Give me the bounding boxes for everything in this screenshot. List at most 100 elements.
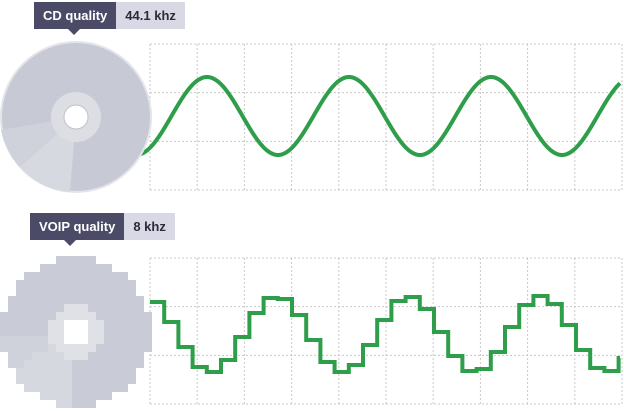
disc-pixel [32, 288, 40, 296]
disc-pixel [48, 296, 56, 304]
disc-pixel [56, 368, 64, 376]
disc-pixel [64, 360, 72, 368]
disc-pixel [104, 272, 112, 280]
disc-pixel [72, 344, 80, 352]
disc-pixel [120, 296, 128, 304]
disc-pixel [112, 320, 120, 328]
disc-pixel [32, 280, 40, 288]
disc-pixel [120, 304, 128, 312]
disc-pixel [80, 376, 88, 384]
disc-pixel [144, 328, 152, 336]
disc-pixel [48, 392, 56, 400]
disc-pixel [80, 312, 88, 320]
disc-pixel [32, 352, 40, 360]
disc-pixel [48, 352, 56, 360]
cd-quality-badge: CD quality 44.1 khz [34, 2, 185, 35]
disc-pixel [96, 288, 104, 296]
disc-pixel [136, 328, 144, 336]
disc-pixel [24, 312, 32, 320]
pixelated-disc-icon [0, 256, 152, 408]
disc-pixel [88, 272, 96, 280]
disc-pixel [56, 344, 64, 352]
disc-pixel [136, 312, 144, 320]
disc-pixel [104, 352, 112, 360]
disc-pixel [128, 304, 136, 312]
disc-pixel [40, 368, 48, 376]
disc-pixel [88, 296, 96, 304]
disc-pixel [80, 328, 88, 336]
disc-pixel [64, 376, 72, 384]
disc-pixel [80, 336, 88, 344]
disc-pixel [128, 280, 136, 288]
disc-pixel [104, 288, 112, 296]
disc-pixel [40, 352, 48, 360]
disc-pixel [64, 320, 72, 328]
disc-pixel [128, 328, 136, 336]
disc-pixel [64, 288, 72, 296]
disc-pixel [8, 336, 16, 344]
disc-pixel [32, 384, 40, 392]
disc-pixel [48, 328, 56, 336]
disc-pixel [88, 368, 96, 376]
disc-pixel [40, 272, 48, 280]
disc-pixel [112, 280, 120, 288]
disc-pixel [64, 352, 72, 360]
disc-pixel [120, 360, 128, 368]
disc-pixel [8, 296, 16, 304]
disc-pixel [96, 264, 104, 272]
disc-pixel [72, 384, 80, 392]
disc-pixel [32, 336, 40, 344]
disc-pixel [112, 384, 120, 392]
disc-pixel [48, 312, 56, 320]
disc-pixel [104, 376, 112, 384]
disc-pixel [64, 392, 72, 400]
disc-pixel [72, 264, 80, 272]
disc-pixel [112, 352, 120, 360]
disc-pixel [16, 280, 24, 288]
disc-pixel [88, 280, 96, 288]
disc-pixel [80, 280, 88, 288]
disc-pixel [88, 264, 96, 272]
disc-pixel [40, 288, 48, 296]
disc-pixel [104, 336, 112, 344]
disc-pixel [64, 400, 72, 408]
disc-pixel [64, 368, 72, 376]
disc-pixel [88, 352, 96, 360]
disc-pixel [104, 392, 112, 400]
disc-pixel [88, 344, 96, 352]
disc-pixel [80, 304, 88, 312]
disc-pixel [64, 264, 72, 272]
disc-pixel [40, 320, 48, 328]
disc-pixel [24, 288, 32, 296]
disc-pixel [16, 288, 24, 296]
disc-pixel [48, 272, 56, 280]
disc-pixel [120, 272, 128, 280]
disc-pixel [16, 320, 24, 328]
disc-pixel [80, 288, 88, 296]
disc-pixel [0, 320, 8, 328]
disc-pixel [56, 320, 64, 328]
disc-pixel [8, 320, 16, 328]
disc-pixel [104, 280, 112, 288]
voip-sample-rate: 8 khz [124, 213, 175, 240]
disc-pixel [120, 288, 128, 296]
disc-pixel [56, 264, 64, 272]
disc-pixel [96, 336, 104, 344]
disc-pixel [16, 368, 24, 376]
disc-pixel [88, 312, 96, 320]
disc-pixel [72, 400, 80, 408]
disc-pixel [48, 304, 56, 312]
disc-pixel [96, 320, 104, 328]
disc-pixel [56, 352, 64, 360]
disc-pixel [104, 320, 112, 328]
disc-pixel [56, 328, 64, 336]
disc-pixel [0, 328, 8, 336]
disc-pixel [88, 304, 96, 312]
disc-pixel [80, 392, 88, 400]
disc-pixel [16, 296, 24, 304]
disc-pixel [96, 360, 104, 368]
disc-pixel [104, 360, 112, 368]
disc-pixel [136, 360, 144, 368]
disc-pixel [112, 272, 120, 280]
disc-pixel [64, 384, 72, 392]
